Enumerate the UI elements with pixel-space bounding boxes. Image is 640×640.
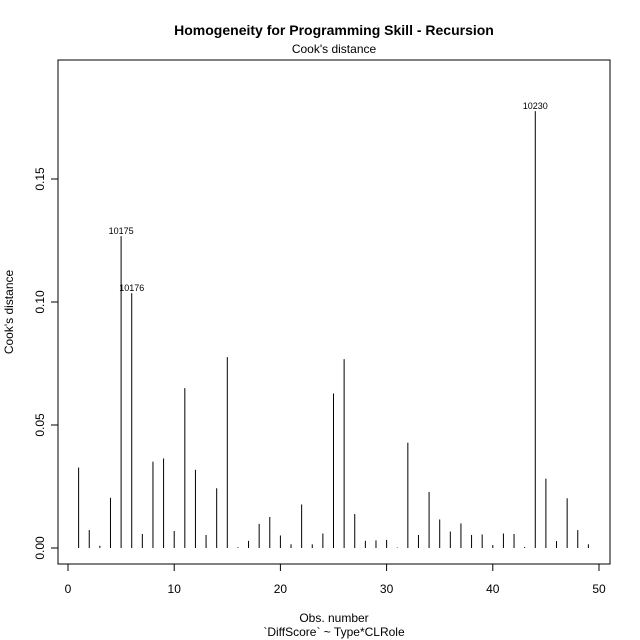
chart-title: Homogeneity for Programming Skill - Recu… bbox=[174, 22, 494, 38]
bars-group bbox=[78, 111, 589, 548]
y-tick-label-0.10: 0.10 bbox=[33, 290, 47, 314]
x-tick-label-30: 30 bbox=[380, 582, 394, 596]
annotation-label-10176: 10176 bbox=[119, 283, 144, 293]
x-tick-label-50: 50 bbox=[592, 582, 606, 596]
x-axis-label: Obs. number bbox=[299, 611, 368, 625]
y-tick-label-0.05: 0.05 bbox=[33, 413, 47, 437]
x-tick-label-0: 0 bbox=[65, 582, 72, 596]
x-tick-label-20: 20 bbox=[274, 582, 288, 596]
model-formula: `DiffScore` ~ Type*CLRole bbox=[263, 625, 405, 639]
annotations-group: 10175 10176 10230 bbox=[109, 101, 548, 293]
annotation-label-10230: 10230 bbox=[523, 101, 548, 111]
x-tick-label-40: 40 bbox=[486, 582, 500, 596]
y-axis-label: Cook's distance bbox=[2, 270, 16, 355]
y-tick-label-0.00: 0.00 bbox=[33, 536, 47, 560]
chart-subtitle: Cook's distance bbox=[292, 42, 377, 56]
x-tick-label-10: 10 bbox=[168, 582, 182, 596]
y-tick-label-0.15: 0.15 bbox=[33, 167, 47, 191]
annotation-label-10175: 10175 bbox=[109, 226, 134, 236]
x-axis: 0 10 20 30 40 50 bbox=[65, 563, 606, 596]
y-axis: 0.00 0.05 0.10 0.15 bbox=[33, 167, 59, 560]
